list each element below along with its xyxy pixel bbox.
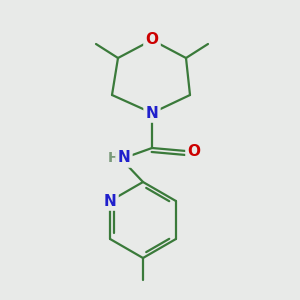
Text: O: O xyxy=(188,143,200,158)
Text: N: N xyxy=(118,151,130,166)
Text: O: O xyxy=(146,32,158,47)
Text: H: H xyxy=(108,151,120,165)
Text: N: N xyxy=(104,194,116,208)
Text: N: N xyxy=(146,106,158,121)
